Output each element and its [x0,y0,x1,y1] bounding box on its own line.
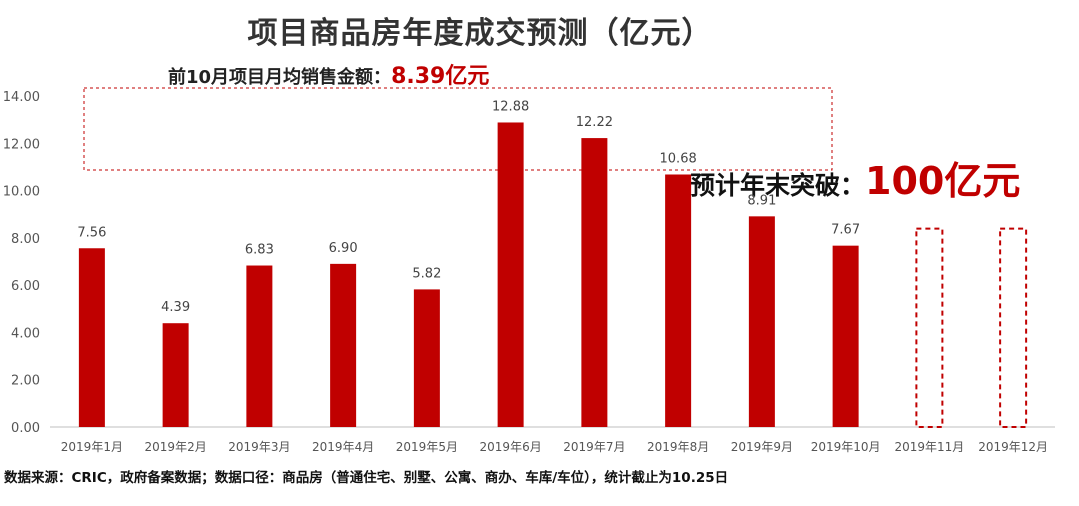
data-label: 7.56 [77,225,106,240]
x-tick-label: 2019年3月 [228,440,290,454]
x-tick-label: 2019年4月 [312,440,374,454]
data-label: 6.83 [245,243,274,258]
x-tick-label: 2019年10月 [811,440,881,454]
y-tick-label: 6.00 [11,279,40,294]
y-tick-label: 8.00 [11,232,40,247]
data-label: 12.22 [576,115,613,130]
data-label: 10.68 [660,151,697,166]
bar [832,245,859,427]
bar [581,138,608,427]
x-tick-label: 2019年6月 [480,440,542,454]
bar [413,289,440,427]
x-tick-label: 2019年8月 [647,440,709,454]
year-end-forecast: 预计年末突破：100亿元 [690,150,1020,205]
bar [330,263,357,427]
data-label: 7.67 [831,223,860,238]
bar [78,248,105,427]
x-tick-label: 2019年2月 [145,440,207,454]
avg-annotation-box [83,87,833,171]
forecast-value: 100亿元 [865,159,1021,203]
x-tick-label: 2019年5月 [396,440,458,454]
data-label: 8.91 [747,193,776,208]
x-tick-label: 2019年7月 [563,440,625,454]
bar [497,122,524,427]
data-label: 5.82 [412,266,441,281]
data-source-note: 数据来源：CRIC，政府备案数据；数据口径：商品房（普通住宅、别墅、公寓、商办、… [4,470,729,486]
forecast-bar [915,227,944,428]
data-label: 4.39 [161,300,190,315]
y-tick-label: 4.00 [11,326,40,341]
y-tick-label: 12.00 [3,137,40,152]
bar [748,216,775,427]
x-tick-label: 2019年12月 [978,440,1048,454]
x-tick-label: 2019年11月 [894,440,964,454]
data-label: 12.88 [492,99,529,114]
y-tick-label: 0.00 [11,421,40,436]
bar [246,265,273,427]
forecast-label: 预计年末突破： [690,171,866,200]
y-tick-label: 10.00 [3,185,40,200]
y-tick-label: 14.00 [3,90,40,105]
x-tick-label: 2019年1月 [61,440,123,454]
forecast-bar [999,227,1028,428]
avg-sales-note: 前10月项目月均销售金额：8.39亿元 [168,58,489,90]
bar [162,323,189,427]
avg-sales-label: 前10月项目月均销售金额： [168,67,392,88]
y-tick-label: 2.00 [11,374,40,389]
bar [665,174,692,427]
avg-sales-value: 8.39亿元 [391,64,490,89]
x-tick-label: 2019年9月 [731,440,793,454]
chart-title: 项目商品房年度成交预测（亿元） [247,16,713,51]
data-label: 6.90 [329,241,358,256]
